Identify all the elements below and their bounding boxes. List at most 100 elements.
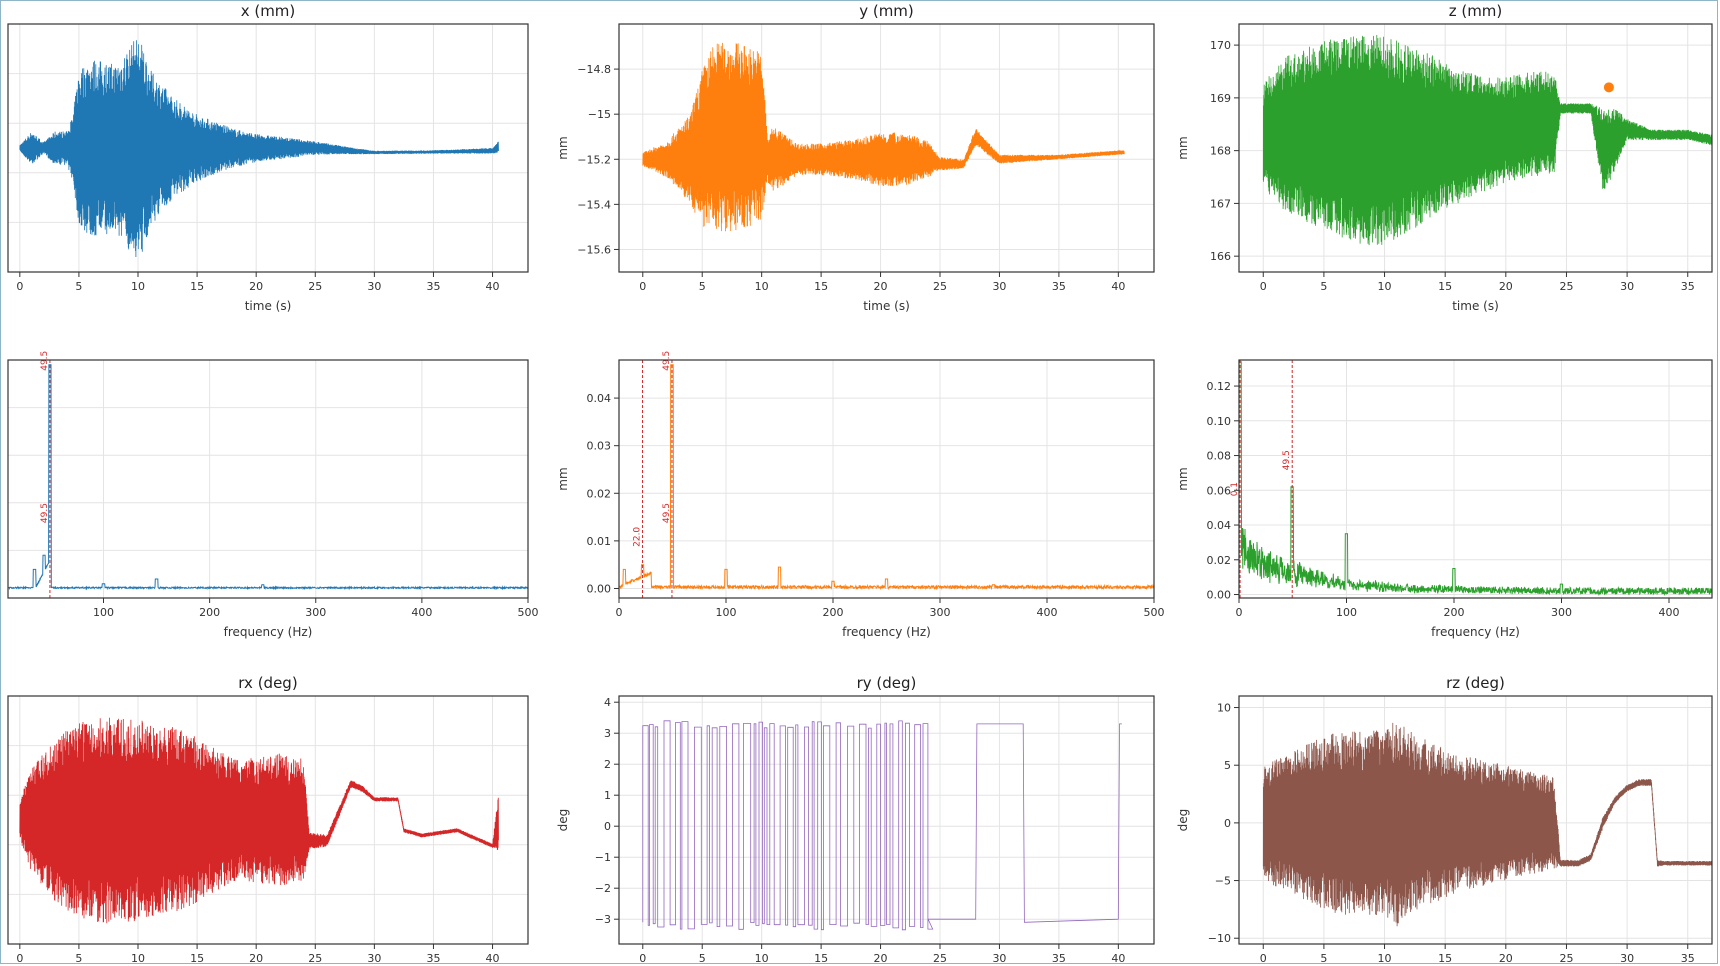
peak-annotation: 49.5 (662, 503, 672, 523)
series-y (642, 42, 1125, 232)
y-tick-label: 2 (604, 758, 611, 771)
series-line (19, 40, 499, 258)
y-tick-label: −1 (595, 851, 611, 864)
x-tick-label: 5 (1320, 952, 1327, 965)
x-tick-label: 30 (1620, 280, 1634, 293)
x-tick-label: 20 (1499, 952, 1513, 965)
x-tick-label: 10 (755, 280, 769, 293)
x-tick-label: 300 (1551, 606, 1572, 619)
y-tick-label: −3 (595, 913, 611, 926)
chart-rz: 0 5 10 15 20 25 30 35 10 5 0 −5 −10 rz (deg) deg (1176, 674, 1713, 965)
y-tick-label: 0 (1224, 817, 1231, 830)
y-tick-label: 0.06 (1207, 484, 1232, 497)
y-tick-label: 0 (604, 820, 611, 833)
x-tick-label: 35 (426, 280, 440, 293)
y-tick-label: −14.8 (577, 63, 611, 76)
axes-frame (1238, 695, 1713, 945)
chart-fz: 49.50.10 100 200 300 4000.000.020.040.060.08… (1176, 359, 1713, 639)
peak-annotation: 49.5 (40, 351, 50, 371)
x-tick-label: 40 (486, 952, 500, 965)
spectrum-line (8, 364, 528, 591)
spectrum-line (619, 364, 1154, 591)
y-axis-label: mm (556, 136, 570, 159)
x-tick-label: 20 (249, 280, 263, 293)
x-tick-label: 400 (1037, 606, 1058, 619)
x-tick-label: 0 (639, 952, 646, 965)
x-tick-label: 500 (518, 606, 539, 619)
y-tick-label: 166 (1210, 250, 1231, 263)
series-z (1262, 34, 1712, 246)
x-tick-label: 200 (199, 606, 220, 619)
x-tick-label: 10 (131, 280, 145, 293)
chart-title: rx (deg) (238, 674, 297, 692)
y-tick-label: −15 (588, 108, 611, 121)
series-fz (1239, 361, 1712, 597)
x-tick-label: 0 (1260, 952, 1267, 965)
series-line (642, 720, 1122, 931)
y-tick-label: 10 (1217, 702, 1231, 715)
peak-annotation: 49.5 (1282, 450, 1292, 470)
x-tick-label: 25 (1559, 280, 1573, 293)
x-tick-label: 15 (1438, 280, 1452, 293)
y-tick-label: 4 (604, 696, 611, 709)
x-tick-label: 100 (716, 606, 737, 619)
axes-frame (618, 695, 1155, 945)
x-tick-label: 40 (486, 280, 500, 293)
x-tick-label: 20 (249, 952, 263, 965)
y-tick-label: 0.01 (587, 535, 612, 548)
chart-title: rz (deg) (1446, 674, 1505, 692)
chart-title: ry (deg) (857, 674, 917, 692)
x-axis-label: frequency (Hz) (1431, 625, 1520, 639)
x-tick-label: 15 (190, 280, 204, 293)
x-tick-label: 25 (933, 280, 947, 293)
series-line (1262, 722, 1712, 927)
x-tick-label: 30 (992, 952, 1006, 965)
axes-frame (618, 359, 1155, 599)
x-tick-label: 400 (411, 606, 432, 619)
chart-rx: 0 5 10 15 20 25 30 35 40 rx (deg) (7, 674, 529, 965)
x-axis-label: time (s) (1452, 299, 1499, 313)
peak-annotation: 49.5 (662, 351, 672, 371)
peak-annotation: 0.1 (1230, 482, 1240, 496)
y-axis-label: mm (1176, 467, 1190, 490)
peak-annotation: 49.5 (40, 503, 50, 523)
x-tick-label: 100 (93, 606, 114, 619)
y-axis-label: mm (556, 467, 570, 490)
series-fy (619, 364, 1154, 591)
axes-frame (618, 23, 1155, 273)
y-tick-label: −15.6 (577, 243, 611, 256)
x-tick-label: 5 (699, 952, 706, 965)
y-tick-label: 0.03 (587, 440, 612, 453)
x-tick-label: 5 (75, 280, 82, 293)
y-tick-label: 0.08 (1207, 450, 1232, 463)
x-axis-label: time (s) (863, 299, 910, 313)
x-tick-label: 500 (1144, 606, 1165, 619)
x-tick-label: 0 (616, 606, 623, 619)
x-tick-label: 200 (1444, 606, 1465, 619)
peak-annotation: 22.0 (633, 527, 643, 547)
x-tick-label: 100 (1336, 606, 1357, 619)
series-ry (642, 720, 1122, 931)
x-tick-label: 25 (1559, 952, 1573, 965)
y-axis-label: deg (1176, 809, 1190, 832)
x-tick-label: 35 (1052, 952, 1066, 965)
y-tick-label: 0.00 (587, 582, 612, 595)
y-tick-label: 0.04 (1207, 519, 1232, 532)
y-tick-label: 0.10 (1207, 415, 1232, 428)
x-tick-label: 10 (131, 952, 145, 965)
y-tick-label: 3 (604, 727, 611, 740)
chart-title: x (mm) (241, 2, 296, 20)
y-tick-label: −10 (1208, 932, 1231, 945)
x-tick-label: 35 (1681, 280, 1695, 293)
series-fx (8, 364, 528, 591)
x-tick-label: 40 (1111, 952, 1125, 965)
x-tick-label: 30 (1620, 952, 1634, 965)
y-tick-label: −5 (1215, 875, 1231, 888)
axes-frame (1238, 359, 1713, 599)
chart-fy: 22.0 49.5 49.5 0 100 200 300 400 500 0.00 0.01 0.02… (556, 351, 1165, 639)
y-tick-label: 0.00 (1207, 589, 1232, 602)
x-tick-label: 10 (755, 952, 769, 965)
series-line (1262, 34, 1712, 246)
x-tick-label: 20 (874, 280, 888, 293)
